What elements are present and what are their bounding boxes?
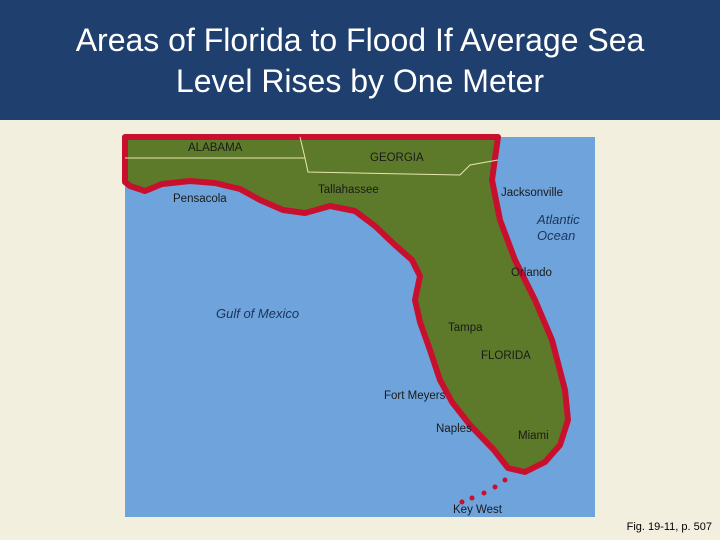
map-label: Pensacola: [173, 193, 227, 205]
keys: [459, 477, 508, 505]
map-label: Atlantic: [536, 212, 580, 227]
title-line: Areas of Florida to Flood If Average Sea: [75, 22, 645, 58]
map-label: Tallahassee: [318, 184, 379, 196]
state-border: [125, 157, 499, 176]
map-label: Orlando: [511, 267, 552, 279]
map-label: Tampa: [448, 322, 483, 334]
map-label: Miami: [518, 430, 549, 442]
title-line: Level Rises by One Meter: [175, 63, 545, 99]
map-label: Jacksonville: [501, 187, 563, 199]
map-label: ALABAMA: [188, 142, 243, 154]
title-bar: Areas of Florida to Flood If Average Sea…: [0, 0, 720, 120]
map-label: Key West: [453, 504, 503, 516]
caption: Fig. 19-11, p. 507: [626, 521, 712, 533]
map-label: FLORIDA: [481, 350, 531, 362]
map-label: Fort Meyers: [384, 390, 446, 402]
map-label: GEORGIA: [370, 152, 424, 164]
map-label: Gulf of Mexico: [216, 306, 299, 321]
florida-land: [122, 134, 571, 475]
map-label: Naples: [436, 423, 472, 435]
state-border: [299, 136, 306, 159]
map-label: Ocean: [537, 228, 575, 243]
